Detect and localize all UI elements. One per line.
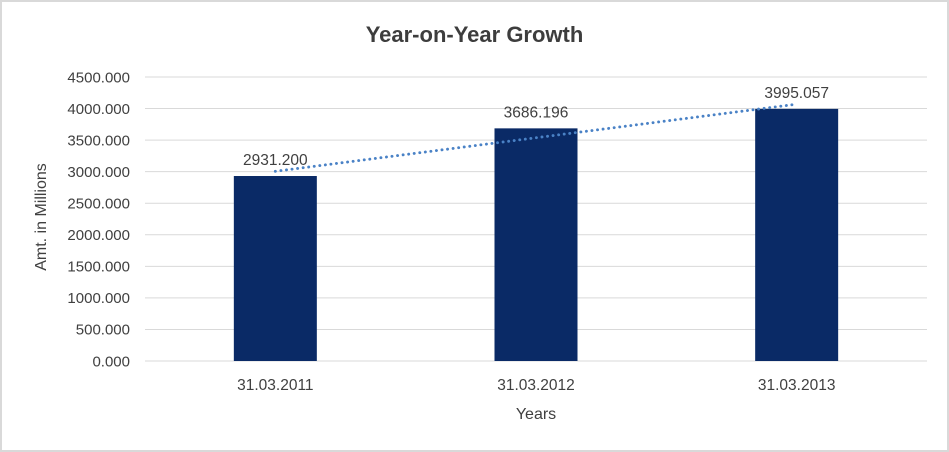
x-tick-label: 31.03.2012	[497, 377, 575, 394]
bar	[755, 108, 839, 361]
x-tick-label: 31.03.2011	[237, 377, 313, 394]
y-tick-label: 4000.000	[67, 101, 130, 118]
bar	[233, 176, 317, 361]
y-tick-label: 1500.000	[67, 259, 130, 276]
y-tick-label: 0.000	[92, 353, 130, 370]
trendline	[273, 102, 799, 173]
x-axis-title: Years	[515, 406, 557, 423]
chart-title: Year-on-Year Growth	[365, 22, 584, 47]
y-tick-label: 2500.000	[67, 195, 130, 212]
y-tick-label: 3500.000	[67, 132, 130, 149]
bar	[494, 128, 578, 361]
y-tick-label: 4500.000	[67, 69, 130, 86]
y-tick-label: 500.000	[76, 322, 130, 339]
bar-value-label: 3995.057	[764, 85, 829, 102]
y-tick-label: 2000.000	[67, 227, 130, 244]
x-tick-label: 31.03.2013	[758, 377, 836, 394]
bar-value-label: 2931.200	[243, 152, 308, 169]
bar-value-label: 3686.196	[504, 104, 569, 121]
y-tick-label: 1000.000	[67, 290, 130, 307]
y-tick-label: 3000.000	[67, 164, 130, 181]
